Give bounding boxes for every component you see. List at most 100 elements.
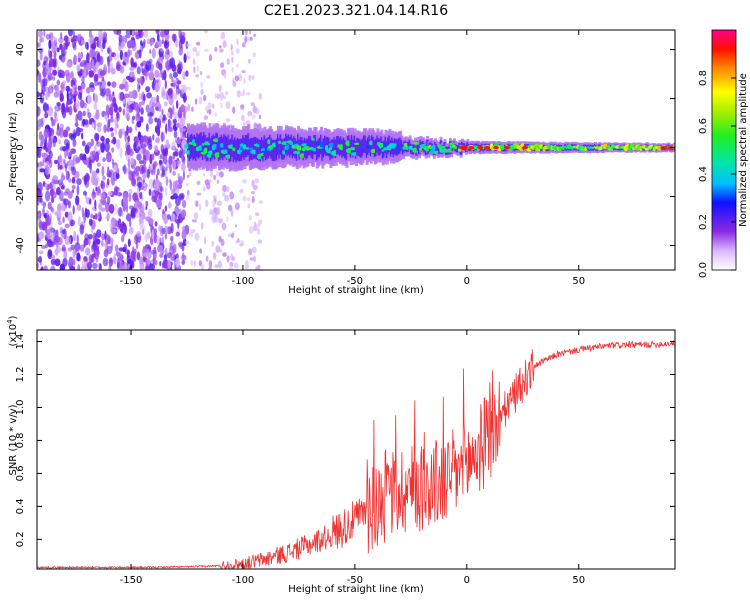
spectral-blob (140, 107, 144, 115)
spectral-blob (161, 91, 168, 100)
spectral-blob (88, 198, 92, 205)
spectral-blob (127, 259, 132, 265)
spectral-blob (206, 75, 211, 79)
x-tick-label: -100 (232, 575, 255, 586)
spectral-blob (178, 48, 183, 56)
spectral-blob (137, 30, 142, 38)
spectral-blob (52, 210, 58, 215)
spectral-blob (67, 191, 73, 199)
spectral-blob (124, 249, 131, 255)
spectral-blob (140, 141, 144, 149)
spectral-blob (186, 55, 191, 60)
spectral-blob (207, 102, 212, 109)
spectral-blob (117, 257, 120, 269)
spectral-blob (141, 100, 145, 106)
spectral-blob (79, 244, 85, 252)
spectral-blob (229, 192, 233, 199)
spectral-blob (81, 140, 86, 147)
spectral-blob (72, 249, 76, 259)
spectral-blob (42, 157, 46, 163)
spectral-blob (218, 218, 223, 224)
spectral-blob (253, 224, 258, 231)
spectral-peak (402, 146, 407, 150)
spectral-blob (37, 124, 41, 131)
spectral-blob (222, 40, 227, 48)
spectral-peak (452, 146, 459, 150)
spectral-blob (63, 159, 66, 165)
spectral-blob (198, 203, 202, 211)
spectral-blob (138, 101, 142, 109)
spectral-blob (131, 76, 136, 82)
spectral-blob (124, 224, 127, 235)
spectral-blob (128, 226, 134, 235)
spectral-blob (76, 252, 81, 262)
spectral-blob (235, 240, 238, 244)
spectral-blob (122, 35, 125, 43)
snr-plot-frame (36, 329, 676, 570)
spectral-peak (197, 145, 204, 151)
spectral-blob (248, 74, 251, 82)
spectral-blob (182, 130, 187, 139)
spectral-blob (136, 251, 140, 261)
spectral-blob (191, 219, 197, 223)
spectral-blob (72, 129, 77, 140)
spectral-blob (241, 114, 245, 122)
snr-series-line (37, 339, 675, 569)
spectral-blob (182, 170, 185, 181)
spectral-blob (154, 79, 157, 85)
spectral-blob (44, 110, 48, 118)
spectral-blob (92, 262, 98, 269)
spectral-blob (183, 53, 187, 64)
spectral-blob (254, 178, 260, 184)
spectral-blob (38, 72, 42, 83)
spectral-blob (68, 132, 74, 139)
spectral-blob (149, 49, 152, 54)
spectral-blob (240, 91, 245, 97)
spectral-blob (58, 190, 64, 202)
spectral-blob (124, 51, 128, 58)
spectral-blob (253, 122, 258, 130)
spectral-blob (127, 238, 131, 247)
spectral-blob (119, 49, 123, 61)
spectral-blob (252, 246, 257, 254)
spectral-blob (131, 89, 138, 99)
spectral-blob (175, 231, 180, 237)
spectral-peak (278, 140, 282, 144)
spectral-blob (92, 206, 95, 212)
spectral-peak (271, 142, 277, 148)
spectral-blob (41, 36, 45, 43)
spectral-blob (181, 230, 187, 240)
spectral-blob (242, 179, 247, 184)
spectral-blob (97, 125, 102, 133)
spectral-blob (79, 224, 85, 235)
spectral-blob (61, 174, 66, 181)
spectral-blob (212, 252, 217, 260)
spectral-blob (89, 87, 95, 93)
spectral-blob (133, 102, 139, 111)
spectral-blob (45, 33, 51, 40)
spectral-blob (158, 159, 163, 165)
spectral-blob (78, 72, 82, 78)
spectral-blob (196, 41, 201, 46)
spectral-blob (38, 191, 43, 200)
spectral-blob (158, 103, 162, 113)
spectral-blob (109, 127, 114, 132)
spectral-blob (82, 67, 88, 79)
spectral-peak (232, 147, 236, 152)
spectral-blob (171, 76, 174, 83)
spectral-blob (59, 226, 62, 234)
spectral-blob (241, 70, 246, 74)
spectral-blob (131, 170, 136, 179)
spectral-blob (41, 93, 44, 99)
spectral-blob (57, 122, 60, 131)
spectral-blob (84, 233, 89, 241)
spectral-blob (128, 165, 131, 176)
spectral-blob (87, 94, 92, 105)
spectral-blob (232, 80, 237, 87)
spectral-blob (130, 39, 136, 49)
spectral-blob (60, 32, 63, 39)
spectral-blob (95, 255, 99, 263)
spectral-blob (78, 128, 84, 132)
spectral-blob (123, 93, 130, 99)
